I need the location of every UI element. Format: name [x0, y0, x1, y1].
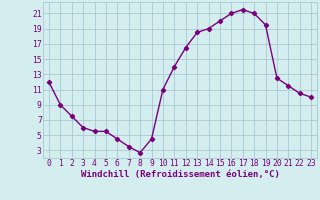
X-axis label: Windchill (Refroidissement éolien,°C): Windchill (Refroidissement éolien,°C) — [81, 170, 279, 179]
